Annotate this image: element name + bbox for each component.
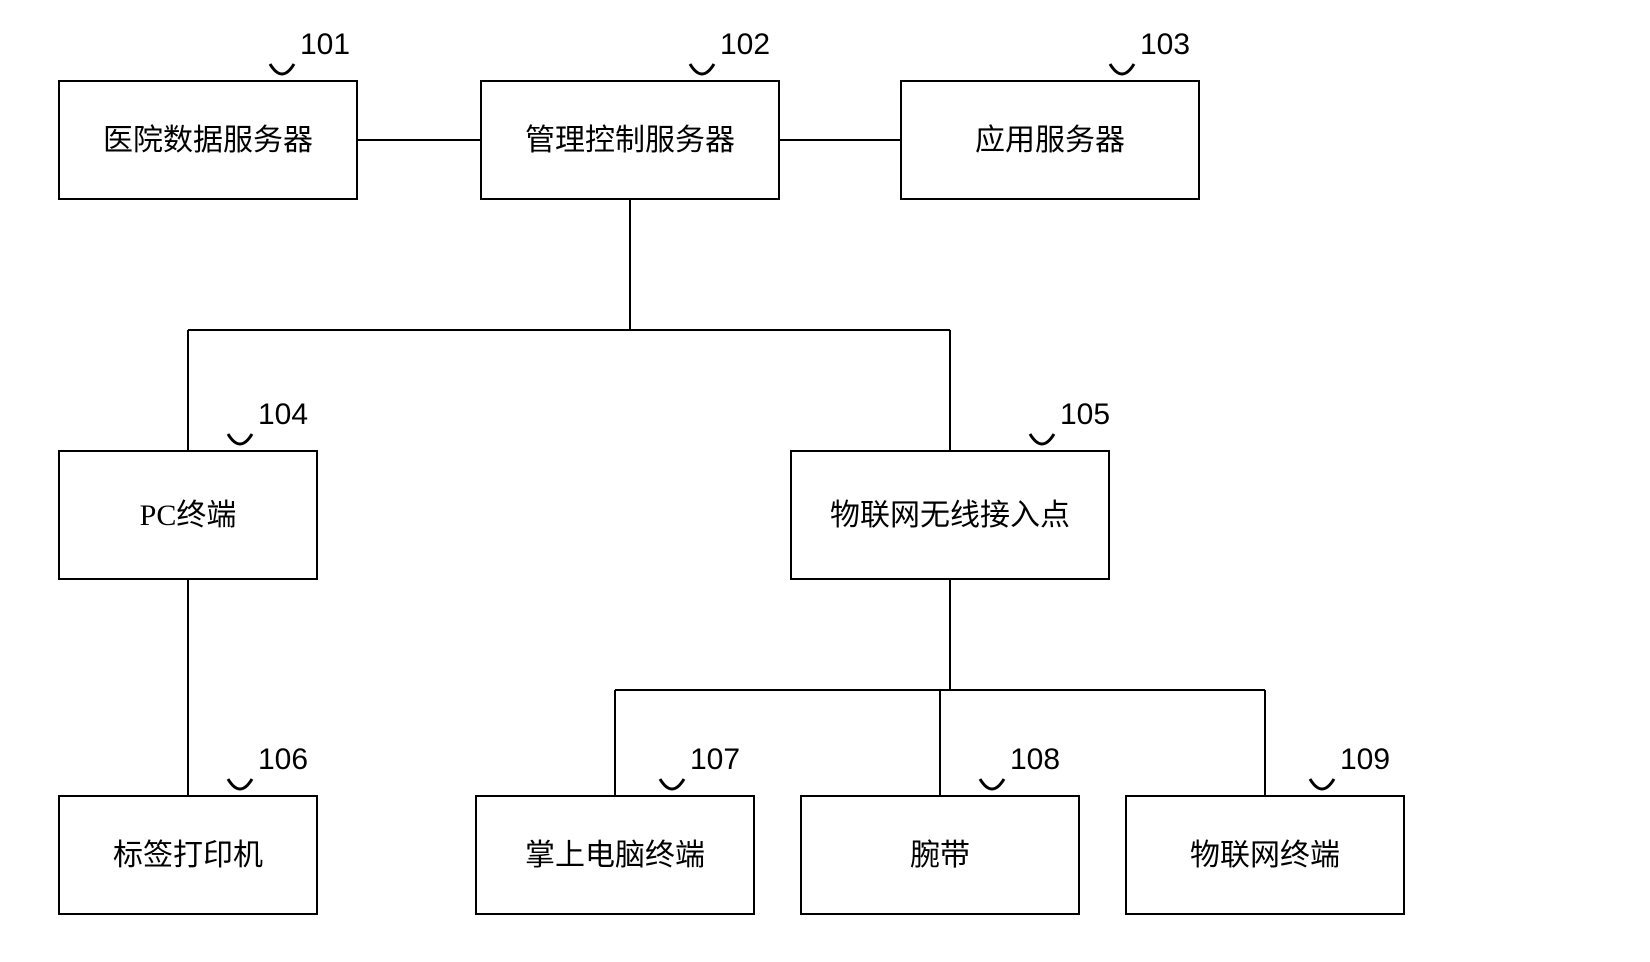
node-iot-wireless-access-point: 物联网无线接入点 xyxy=(790,450,1110,580)
node-pda-terminal: 掌上电脑终端 xyxy=(475,795,755,915)
ref-104: 104 xyxy=(258,398,308,432)
node-label: PC终端 xyxy=(140,496,237,535)
ref-105: 105 xyxy=(1060,398,1110,432)
node-iot-terminal: 物联网终端 xyxy=(1125,795,1405,915)
node-label: 应用服务器 xyxy=(975,121,1125,160)
node-label-printer: 标签打印机 xyxy=(58,795,318,915)
node-management-control-server: 管理控制服务器 xyxy=(480,80,780,200)
ref-101: 101 xyxy=(300,28,350,62)
ref-109: 109 xyxy=(1340,743,1390,777)
node-label: 医院数据服务器 xyxy=(103,121,313,160)
ref-108: 108 xyxy=(1010,743,1060,777)
ref-106: 106 xyxy=(258,743,308,777)
ref-107: 107 xyxy=(690,743,740,777)
node-wristband: 腕带 xyxy=(800,795,1080,915)
ref-103: 103 xyxy=(1140,28,1190,62)
node-label: 掌上电脑终端 xyxy=(525,836,705,875)
node-label: 腕带 xyxy=(910,836,970,875)
node-label: 管理控制服务器 xyxy=(525,121,735,160)
node-application-server: 应用服务器 xyxy=(900,80,1200,200)
node-label: 标签打印机 xyxy=(113,836,263,875)
node-label: 物联网无线接入点 xyxy=(830,496,1070,535)
node-hospital-data-server: 医院数据服务器 xyxy=(58,80,358,200)
node-label: 物联网终端 xyxy=(1190,836,1340,875)
node-pc-terminal: PC终端 xyxy=(58,450,318,580)
ref-102: 102 xyxy=(720,28,770,62)
